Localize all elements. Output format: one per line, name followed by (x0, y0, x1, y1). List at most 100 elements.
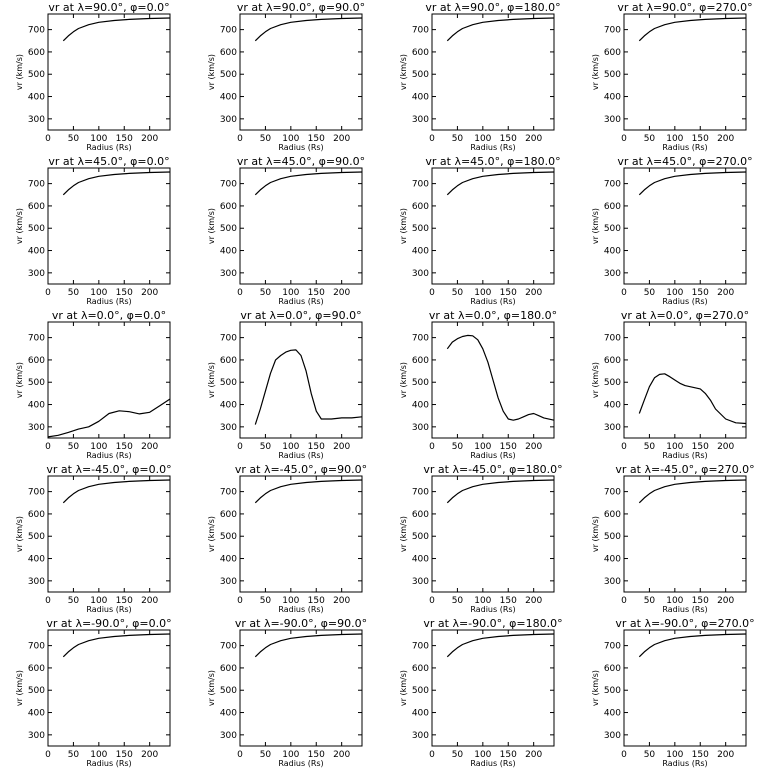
x-tick-label: 200 (333, 288, 350, 298)
y-tick-label: 400 (604, 247, 621, 257)
x-tick-label: 0 (429, 442, 435, 452)
y-axis-label: vr (km/s) (15, 516, 24, 552)
series-line (254, 633, 363, 658)
series-line (254, 349, 363, 425)
x-tick-label: 50 (644, 442, 656, 452)
y-tick-label: 500 (28, 378, 45, 388)
panel: vr at λ=-90.0°, φ=0.0° 0 50 100 150 200 300 400… (15, 617, 172, 768)
y-tick-label: 600 (28, 356, 45, 366)
x-axis-label: Radius (Rs) (86, 143, 131, 152)
x-tick-label: 50 (260, 442, 272, 452)
x-tick-label: 150 (116, 596, 133, 606)
x-axis-label: Radius (Rs) (662, 297, 707, 306)
y-tick-label: 700 (412, 26, 429, 36)
y-tick-label: 500 (220, 224, 237, 234)
y-tick-label: 300 (28, 577, 45, 587)
panel: vr at λ=0.0°, φ=0.0° 0 50 100 150 200 300 400 50… (15, 309, 171, 460)
y-tick-label: 700 (28, 488, 45, 498)
y-axis-label: vr (km/s) (207, 54, 216, 90)
y-tick-label: 600 (412, 202, 429, 212)
panel-title: vr at λ=0.0°, φ=90.0° (240, 309, 361, 322)
y-tick-label: 300 (412, 269, 429, 279)
y-tick-label: 600 (28, 202, 45, 212)
y-tick-label: 500 (220, 686, 237, 696)
panel: vr at λ=-90.0°, φ=90.0° 0 50 100 150 200 300 40… (207, 617, 367, 768)
x-tick-label: 100 (474, 750, 491, 760)
x-axis-label: Radius (Rs) (278, 143, 323, 152)
x-axis-label: Radius (Rs) (470, 451, 515, 460)
y-tick-label: 300 (412, 115, 429, 125)
series-line (47, 398, 171, 438)
y-tick-label: 500 (220, 532, 237, 542)
plot-frame (623, 13, 747, 131)
panel: vr at λ=90.0°, φ=270.0° 0 50 100 150 200 300 40… (591, 1, 753, 152)
x-tick-label: 0 (237, 134, 243, 144)
x-tick-label: 100 (666, 750, 683, 760)
y-tick-label: 300 (220, 731, 237, 741)
x-tick-label: 0 (621, 750, 627, 760)
series-line (638, 171, 747, 196)
x-tick-label: 200 (525, 134, 542, 144)
x-tick-label: 200 (141, 750, 158, 760)
plot-frame (47, 629, 171, 747)
y-tick-label: 600 (604, 356, 621, 366)
plot-frame (239, 475, 363, 593)
y-tick-label: 500 (220, 70, 237, 80)
x-tick-label: 0 (429, 288, 435, 298)
series-line (638, 633, 747, 658)
x-tick-label: 200 (141, 596, 158, 606)
y-tick-label: 700 (412, 180, 429, 190)
y-tick-label: 600 (604, 510, 621, 520)
y-tick-label: 600 (220, 510, 237, 520)
panel: vr at λ=0.0°, φ=270.0° 0 50 100 150 200 300 400… (591, 309, 749, 460)
y-tick-label: 700 (28, 26, 45, 36)
x-tick-label: 150 (116, 134, 133, 144)
y-tick-label: 600 (412, 48, 429, 58)
x-tick-label: 150 (308, 442, 325, 452)
plot-frame (47, 167, 171, 285)
x-axis-label: Radius (Rs) (470, 605, 515, 614)
y-tick-label: 700 (412, 334, 429, 344)
series-line (254, 479, 363, 504)
y-tick-label: 500 (412, 532, 429, 542)
x-axis-label: Radius (Rs) (278, 451, 323, 460)
y-tick-label: 300 (28, 423, 45, 433)
plot-frame (623, 629, 747, 747)
plot-frame (431, 321, 555, 439)
panel: vr at λ=90.0°, φ=0.0° 0 50 100 150 200 300 400 5… (15, 1, 171, 152)
y-tick-label: 700 (28, 334, 45, 344)
y-tick-label: 600 (220, 664, 237, 674)
x-axis-label: Radius (Rs) (662, 759, 707, 768)
panel: vr at λ=-45.0°, φ=0.0° 0 50 100 150 200 300 400… (15, 463, 172, 614)
x-axis-label: Radius (Rs) (662, 451, 707, 460)
y-tick-label: 600 (604, 664, 621, 674)
y-tick-label: 500 (412, 70, 429, 80)
y-tick-label: 600 (412, 664, 429, 674)
panel: vr at λ=-45.0°, φ=90.0° 0 50 100 150 200 300 40… (207, 463, 367, 614)
x-tick-label: 100 (666, 288, 683, 298)
x-tick-label: 50 (644, 134, 656, 144)
series-line (446, 171, 555, 196)
x-tick-label: 50 (644, 288, 656, 298)
panel-title: vr at λ=-90.0°, φ=90.0° (235, 617, 367, 630)
y-tick-label: 300 (604, 269, 621, 279)
y-tick-label: 500 (412, 378, 429, 388)
x-axis-label: Radius (Rs) (662, 143, 707, 152)
x-tick-label: 100 (90, 596, 107, 606)
x-tick-label: 0 (45, 596, 51, 606)
y-tick-label: 700 (220, 488, 237, 498)
y-tick-label: 400 (412, 247, 429, 257)
y-axis-label: vr (km/s) (207, 362, 216, 398)
x-tick-label: 150 (692, 750, 709, 760)
x-axis-label: Radius (Rs) (86, 605, 131, 614)
y-tick-label: 700 (28, 642, 45, 652)
y-tick-label: 400 (28, 709, 45, 719)
panel: vr at λ=90.0°, φ=90.0° 0 50 100 150 200 300 400… (207, 1, 365, 152)
y-tick-label: 600 (28, 48, 45, 58)
x-tick-label: 50 (452, 288, 464, 298)
panel-title: vr at λ=-90.0°, φ=270.0° (615, 617, 754, 630)
plot-frame (623, 321, 747, 439)
x-tick-label: 50 (68, 442, 80, 452)
x-axis-label: Radius (Rs) (86, 451, 131, 460)
panel-title: vr at λ=90.0°, φ=0.0° (48, 1, 169, 14)
